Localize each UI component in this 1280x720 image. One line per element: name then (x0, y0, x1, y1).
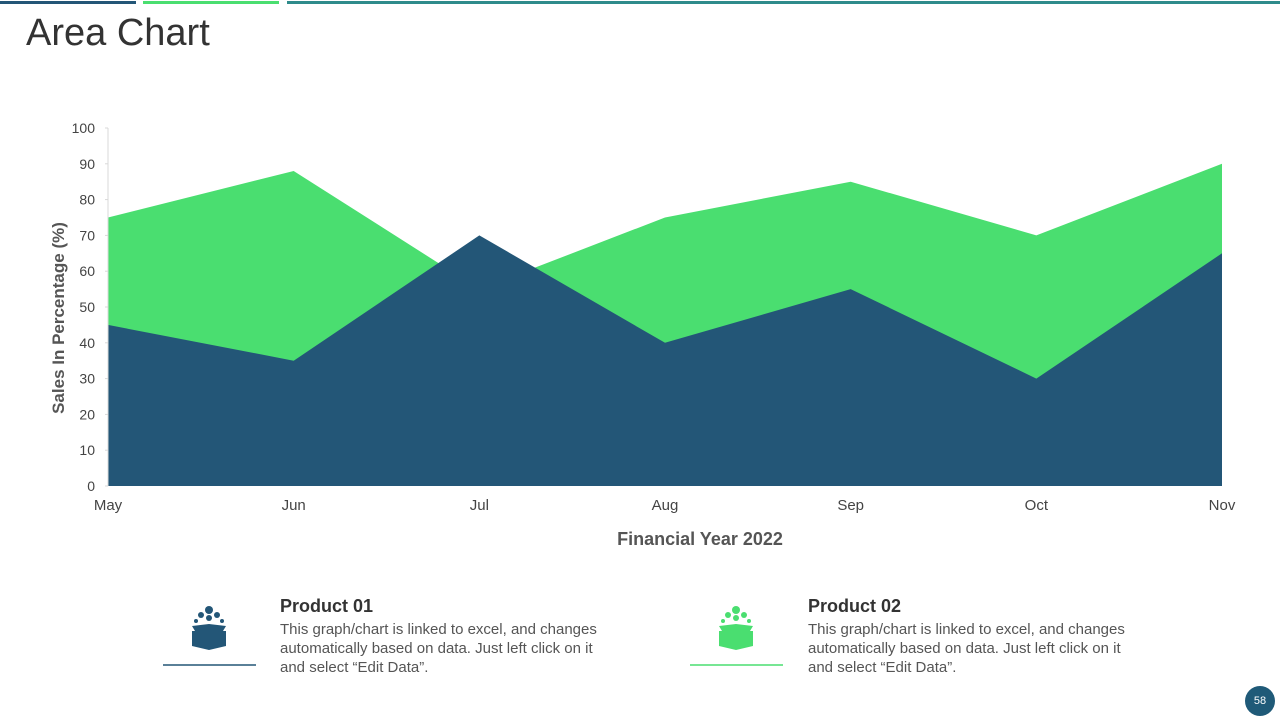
product-icon (192, 606, 226, 650)
caption: This graph/chart is linked to excel, and… (808, 621, 1125, 676)
x-tick-label: Aug (652, 497, 679, 514)
y-tick-label: 80 (79, 192, 95, 208)
y-axis-title: Sales In Percentage (%) (49, 222, 68, 414)
x-tick-label: Jun (282, 497, 306, 514)
x-axis-title: Financial Year 2022 (617, 529, 783, 549)
y-tick-label: 10 (79, 442, 95, 458)
y-tick-label: 30 (79, 371, 95, 387)
legend-label: Product 02 (808, 596, 902, 616)
x-tick-label: Jul (470, 497, 489, 514)
top-bar (143, 1, 279, 4)
product-icon (719, 606, 753, 650)
y-tick-label: 0 (87, 478, 95, 494)
y-tick-label: 60 (79, 263, 95, 279)
y-tick-label: 70 (79, 227, 95, 243)
product-block: Product 02 This graph/chart is linked to… (808, 596, 1128, 677)
y-tick-label: 90 (79, 156, 95, 172)
y-tick-label: 20 (79, 406, 95, 422)
x-tick-label: Sep (837, 497, 864, 514)
caption: This graph/chart is linked to excel, and… (280, 621, 597, 676)
y-tick-label: 50 (79, 299, 95, 315)
page-number: 58 (1245, 686, 1275, 716)
x-tick-label: May (94, 497, 123, 514)
y-tick-label: 40 (79, 335, 95, 351)
area (108, 235, 1222, 486)
top-bar (0, 1, 136, 4)
x-tick-label: Oct (1025, 497, 1049, 514)
top-bar (287, 1, 1280, 4)
y-tick-label: 100 (72, 120, 96, 136)
chart-title: Area Chart (26, 12, 210, 54)
legend-label: Product 01 (280, 596, 374, 616)
product-block: Product 01 This graph/chart is linked to… (280, 596, 600, 677)
x-tick-label: Nov (1209, 497, 1236, 514)
